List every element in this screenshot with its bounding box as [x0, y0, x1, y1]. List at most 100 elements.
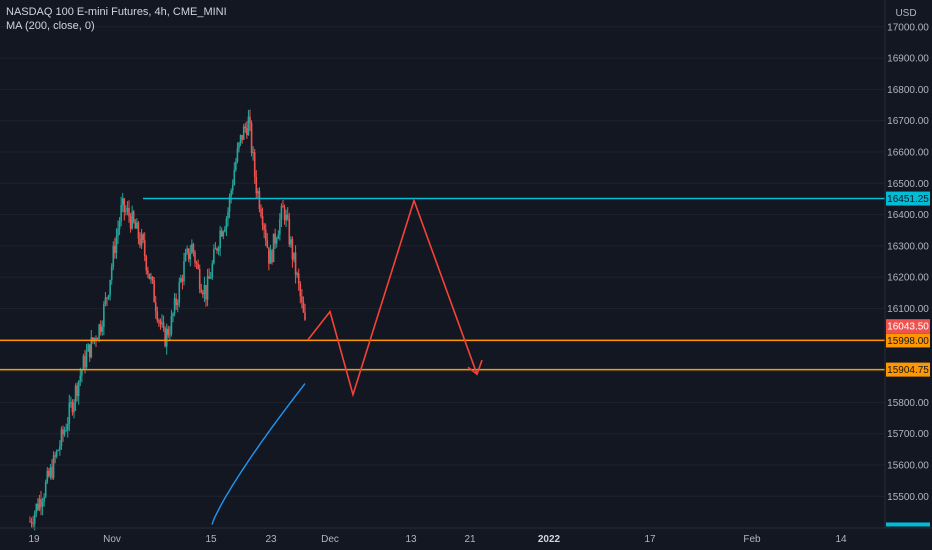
candle-body	[209, 277, 212, 279]
candle-body	[252, 152, 254, 154]
candle-body	[279, 219, 281, 235]
candle-body	[206, 276, 209, 300]
projection-zigzag	[307, 198, 478, 398]
candle-body	[60, 429, 63, 447]
candle-body	[244, 126, 247, 129]
x-tick-label: 23	[265, 534, 277, 545]
candle-body	[112, 245, 115, 267]
candle-body	[274, 233, 276, 244]
y-tick-label: 17000.00	[887, 22, 929, 33]
candle-body	[79, 375, 82, 381]
y-tick-label: 16500.00	[887, 179, 929, 190]
candle-body	[154, 302, 157, 312]
candle-body	[74, 385, 77, 403]
y-tick-label: 16200.00	[887, 273, 929, 284]
candle-body	[143, 240, 146, 257]
candle-body	[261, 216, 264, 225]
candle-body	[161, 322, 163, 325]
candle-body	[167, 328, 170, 336]
candle-body	[134, 221, 137, 229]
candle-body	[57, 450, 60, 452]
candle-body	[170, 316, 173, 335]
candle-body	[197, 263, 199, 269]
candle-body	[301, 296, 303, 302]
candle-body	[150, 276, 152, 279]
price-badges: 16451.25 15998.00 15904.75 16043.50	[886, 191, 930, 527]
candle-body	[293, 252, 295, 260]
candle-body	[285, 214, 287, 221]
candle-body	[147, 270, 149, 274]
candle-body	[123, 198, 126, 212]
candle-body	[253, 152, 256, 177]
candle-body	[109, 279, 111, 296]
candle-body	[90, 337, 93, 358]
candle-body	[162, 322, 165, 329]
candle-body	[85, 351, 88, 368]
candle-body	[98, 324, 100, 339]
candle-body	[169, 334, 171, 336]
candle-body	[107, 295, 110, 299]
candle-body	[208, 276, 210, 279]
candle-body	[38, 499, 41, 510]
candle-body	[68, 402, 71, 424]
candle-body	[200, 289, 203, 293]
candle-body	[101, 327, 104, 332]
projection-path[interactable]	[307, 198, 483, 398]
x-tick-label: Dec	[321, 534, 339, 545]
candle-body	[239, 135, 242, 143]
time-axis[interactable]: 19 Nov 15 23 Dec 13 21 2022 17 Feb 14	[0, 527, 932, 545]
horizontal-levels[interactable]	[0, 197, 885, 371]
candle-body	[275, 238, 278, 244]
candle-body	[238, 142, 240, 149]
candle-body	[290, 239, 292, 245]
candle-body	[224, 228, 226, 232]
candle-body	[35, 503, 38, 513]
x-tick-label: 17	[644, 534, 656, 545]
candle-body	[205, 284, 207, 300]
candle-body	[213, 249, 215, 264]
candle-body	[175, 298, 177, 306]
candle-body	[241, 135, 243, 140]
candle-body	[82, 356, 85, 371]
candle-body	[55, 450, 58, 457]
candle-body	[258, 191, 261, 210]
candle-body	[236, 148, 239, 162]
candle-body	[217, 248, 220, 251]
candle-body	[126, 207, 129, 211]
candle-body	[148, 273, 151, 279]
candle-body	[139, 238, 141, 246]
candle-body	[63, 430, 66, 435]
candle-body	[186, 248, 188, 253]
candle-body	[176, 302, 179, 306]
candle-body	[32, 523, 34, 525]
candle-body	[219, 230, 221, 249]
y-tick-label: 16300.00	[887, 241, 929, 252]
candle-body	[118, 221, 121, 229]
price-axis[interactable]: USD	[884, 0, 932, 528]
candle-body	[277, 234, 280, 239]
last-price-badge	[886, 319, 930, 334]
candle-body	[225, 218, 228, 229]
candle-body	[302, 301, 305, 313]
y-tick-label: 16600.00	[887, 148, 929, 159]
candle-body	[52, 455, 55, 478]
candle-body	[136, 222, 138, 229]
x-tick-label: 14	[835, 534, 847, 545]
candle-body	[41, 501, 44, 507]
candle-body	[247, 116, 250, 136]
candle-body	[70, 402, 72, 404]
candle-body	[288, 218, 291, 245]
x-tick-label: Feb	[743, 534, 761, 545]
candle-body	[286, 214, 289, 219]
candle-body	[216, 248, 218, 251]
indicator-label: MA (200, close, 0)	[6, 20, 95, 32]
candle-body	[51, 467, 53, 478]
candle-body	[178, 282, 181, 303]
candle-body	[228, 196, 231, 212]
y-tick-label: 15800.00	[887, 398, 929, 409]
candle-body	[153, 280, 155, 303]
candle-body	[283, 207, 286, 221]
candle-body	[110, 266, 113, 280]
